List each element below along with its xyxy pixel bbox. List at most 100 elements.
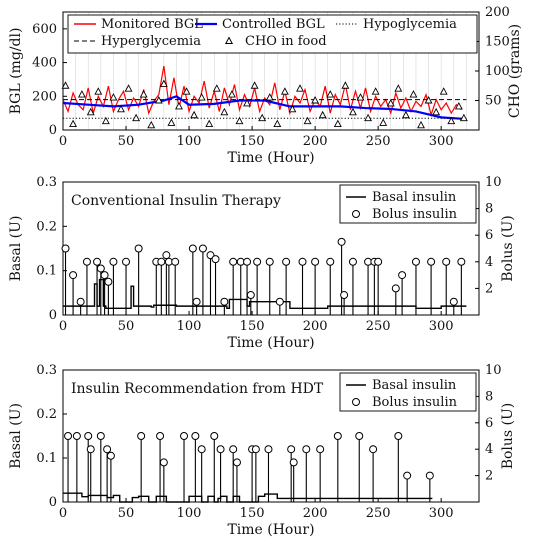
- cho-marker: [243, 98, 251, 107]
- x-tick-label: 100: [177, 134, 202, 149]
- y-axis-label: Basal (U): [8, 216, 24, 282]
- bolus-marker: [355, 432, 364, 440]
- bolus-marker: [282, 257, 291, 266]
- cho-marker: [250, 81, 259, 89]
- bolus-marker: [398, 271, 407, 280]
- chart-panel-1: 0 50 100 150 200 250 300020040060050100150200T…: [8, 5, 523, 166]
- cho-marker: [341, 81, 350, 89]
- x-tick-label: 300: [429, 134, 454, 149]
- cho-marker: [296, 84, 304, 92]
- legend-swatch: [352, 210, 360, 218]
- bolus-marker: [86, 445, 95, 454]
- x-tick-label: 250: [366, 134, 391, 149]
- y-tick-label: 0.3: [36, 363, 57, 378]
- y-tick-label: 0: [49, 123, 57, 138]
- y-axis-label: BGL (mg/dl): [8, 28, 24, 115]
- basal-line: [63, 492, 433, 503]
- x-tick-label: 50: [118, 134, 135, 149]
- bolus-marker: [340, 291, 349, 300]
- cho-marker: [356, 93, 365, 101]
- bolus-marker: [394, 432, 403, 440]
- legend-label: CHO in food: [245, 34, 327, 49]
- bolus-marker: [265, 257, 274, 266]
- bolus-marker: [137, 432, 146, 440]
- cho-marker: [394, 84, 403, 92]
- cho-marker: [139, 90, 148, 98]
- x-tick-label: 150: [240, 506, 265, 521]
- cho-marker: [182, 87, 191, 95]
- bolus-marker: [369, 445, 378, 454]
- cho-marker: [348, 107, 357, 116]
- bolus-marker: [449, 297, 458, 306]
- bolus-marker: [442, 257, 451, 266]
- cho-marker: [77, 90, 86, 98]
- panel-title: Insulin Recommendation from HDT: [71, 381, 324, 397]
- bolus-marker: [316, 445, 325, 454]
- legend-swatch: [352, 398, 360, 406]
- bolus-marker: [134, 244, 143, 253]
- cho-marker: [197, 93, 206, 101]
- bolus-marker: [162, 251, 171, 260]
- bolus-marker: [100, 271, 109, 280]
- cho-marker: [439, 87, 448, 95]
- legend-box: [67, 14, 478, 54]
- legend: Monitored BGL Controlled BGL Hypoglycemia H…: [67, 14, 478, 54]
- bolus-marker: [191, 432, 200, 440]
- bolus-marker: [251, 445, 260, 454]
- cho-marker: [86, 107, 95, 116]
- chart-panel-3: 0 50 100 150 200 250 300 0 0.1 0.2 0.3 2 4 6 8 10 Time (…: [8, 363, 516, 538]
- y2-tick-label: 4: [485, 255, 493, 270]
- x-tick-label: 50: [118, 319, 135, 334]
- y2-tick-label: 6: [485, 228, 493, 243]
- cho-marker: [147, 120, 156, 129]
- x-axis-label: Time (Hour): [227, 522, 314, 538]
- bolus-marker: [159, 458, 168, 467]
- cho-marker: [280, 87, 289, 95]
- panel-title: Conventional Insulin Therapy: [71, 193, 281, 209]
- bolus-marker: [374, 257, 383, 266]
- x-tick-label: 100: [177, 506, 202, 521]
- y2-axis-label: Bolus (U): [500, 403, 516, 470]
- cho-marker: [401, 110, 410, 119]
- cho-marker: [386, 98, 395, 107]
- cho-marker: [159, 79, 168, 87]
- bolus-marker: [298, 257, 307, 266]
- y-tick-label: 400: [32, 56, 57, 71]
- cho-marker: [459, 113, 468, 122]
- bolus-marker: [72, 432, 81, 440]
- legend-box: [339, 372, 477, 412]
- bolus-marker: [253, 257, 262, 266]
- x-axis-label: Time (Hour): [227, 335, 314, 351]
- cho-marker: [311, 96, 320, 104]
- cho-marker: [124, 84, 133, 92]
- legend-label: Basal insulin: [372, 378, 457, 393]
- legend-label: Controlled BGL: [222, 17, 325, 32]
- bolus-marker: [211, 255, 220, 264]
- cho-marker: [417, 120, 425, 129]
- y-axis-label: Basal (U): [8, 403, 24, 469]
- bolus-marker: [109, 257, 118, 266]
- legend-label: Hyperglycemia: [101, 34, 201, 49]
- bolus-marker: [302, 445, 311, 454]
- bolus-marker: [104, 277, 113, 286]
- bolus-marker: [198, 244, 207, 253]
- cho-marker: [432, 107, 441, 116]
- basal-line: [63, 278, 467, 310]
- legend: Basal insulin Bolus insulin: [339, 184, 477, 224]
- bolus-marker: [171, 257, 180, 266]
- bolus-marker: [337, 237, 346, 246]
- chart-panel-2: 0 50 100 150 200 250 300 0 0.1 0.2 0.3 2 4 6 8 10 Time (…: [8, 175, 516, 351]
- cho-marker: [94, 87, 103, 95]
- legend-label: Bolus insulin: [372, 395, 458, 410]
- bolus-marker: [197, 445, 206, 454]
- cho-marker: [265, 93, 274, 101]
- legend-label: Monitored BGL: [101, 17, 203, 32]
- y2-tick-label: 100: [485, 64, 510, 79]
- bolus-marker: [103, 445, 112, 454]
- cho-marker: [167, 118, 176, 126]
- cho-marker: [364, 113, 373, 122]
- bolus-marker: [243, 257, 252, 266]
- y2-tick-label: 50: [485, 94, 502, 109]
- bolus-marker: [287, 445, 296, 454]
